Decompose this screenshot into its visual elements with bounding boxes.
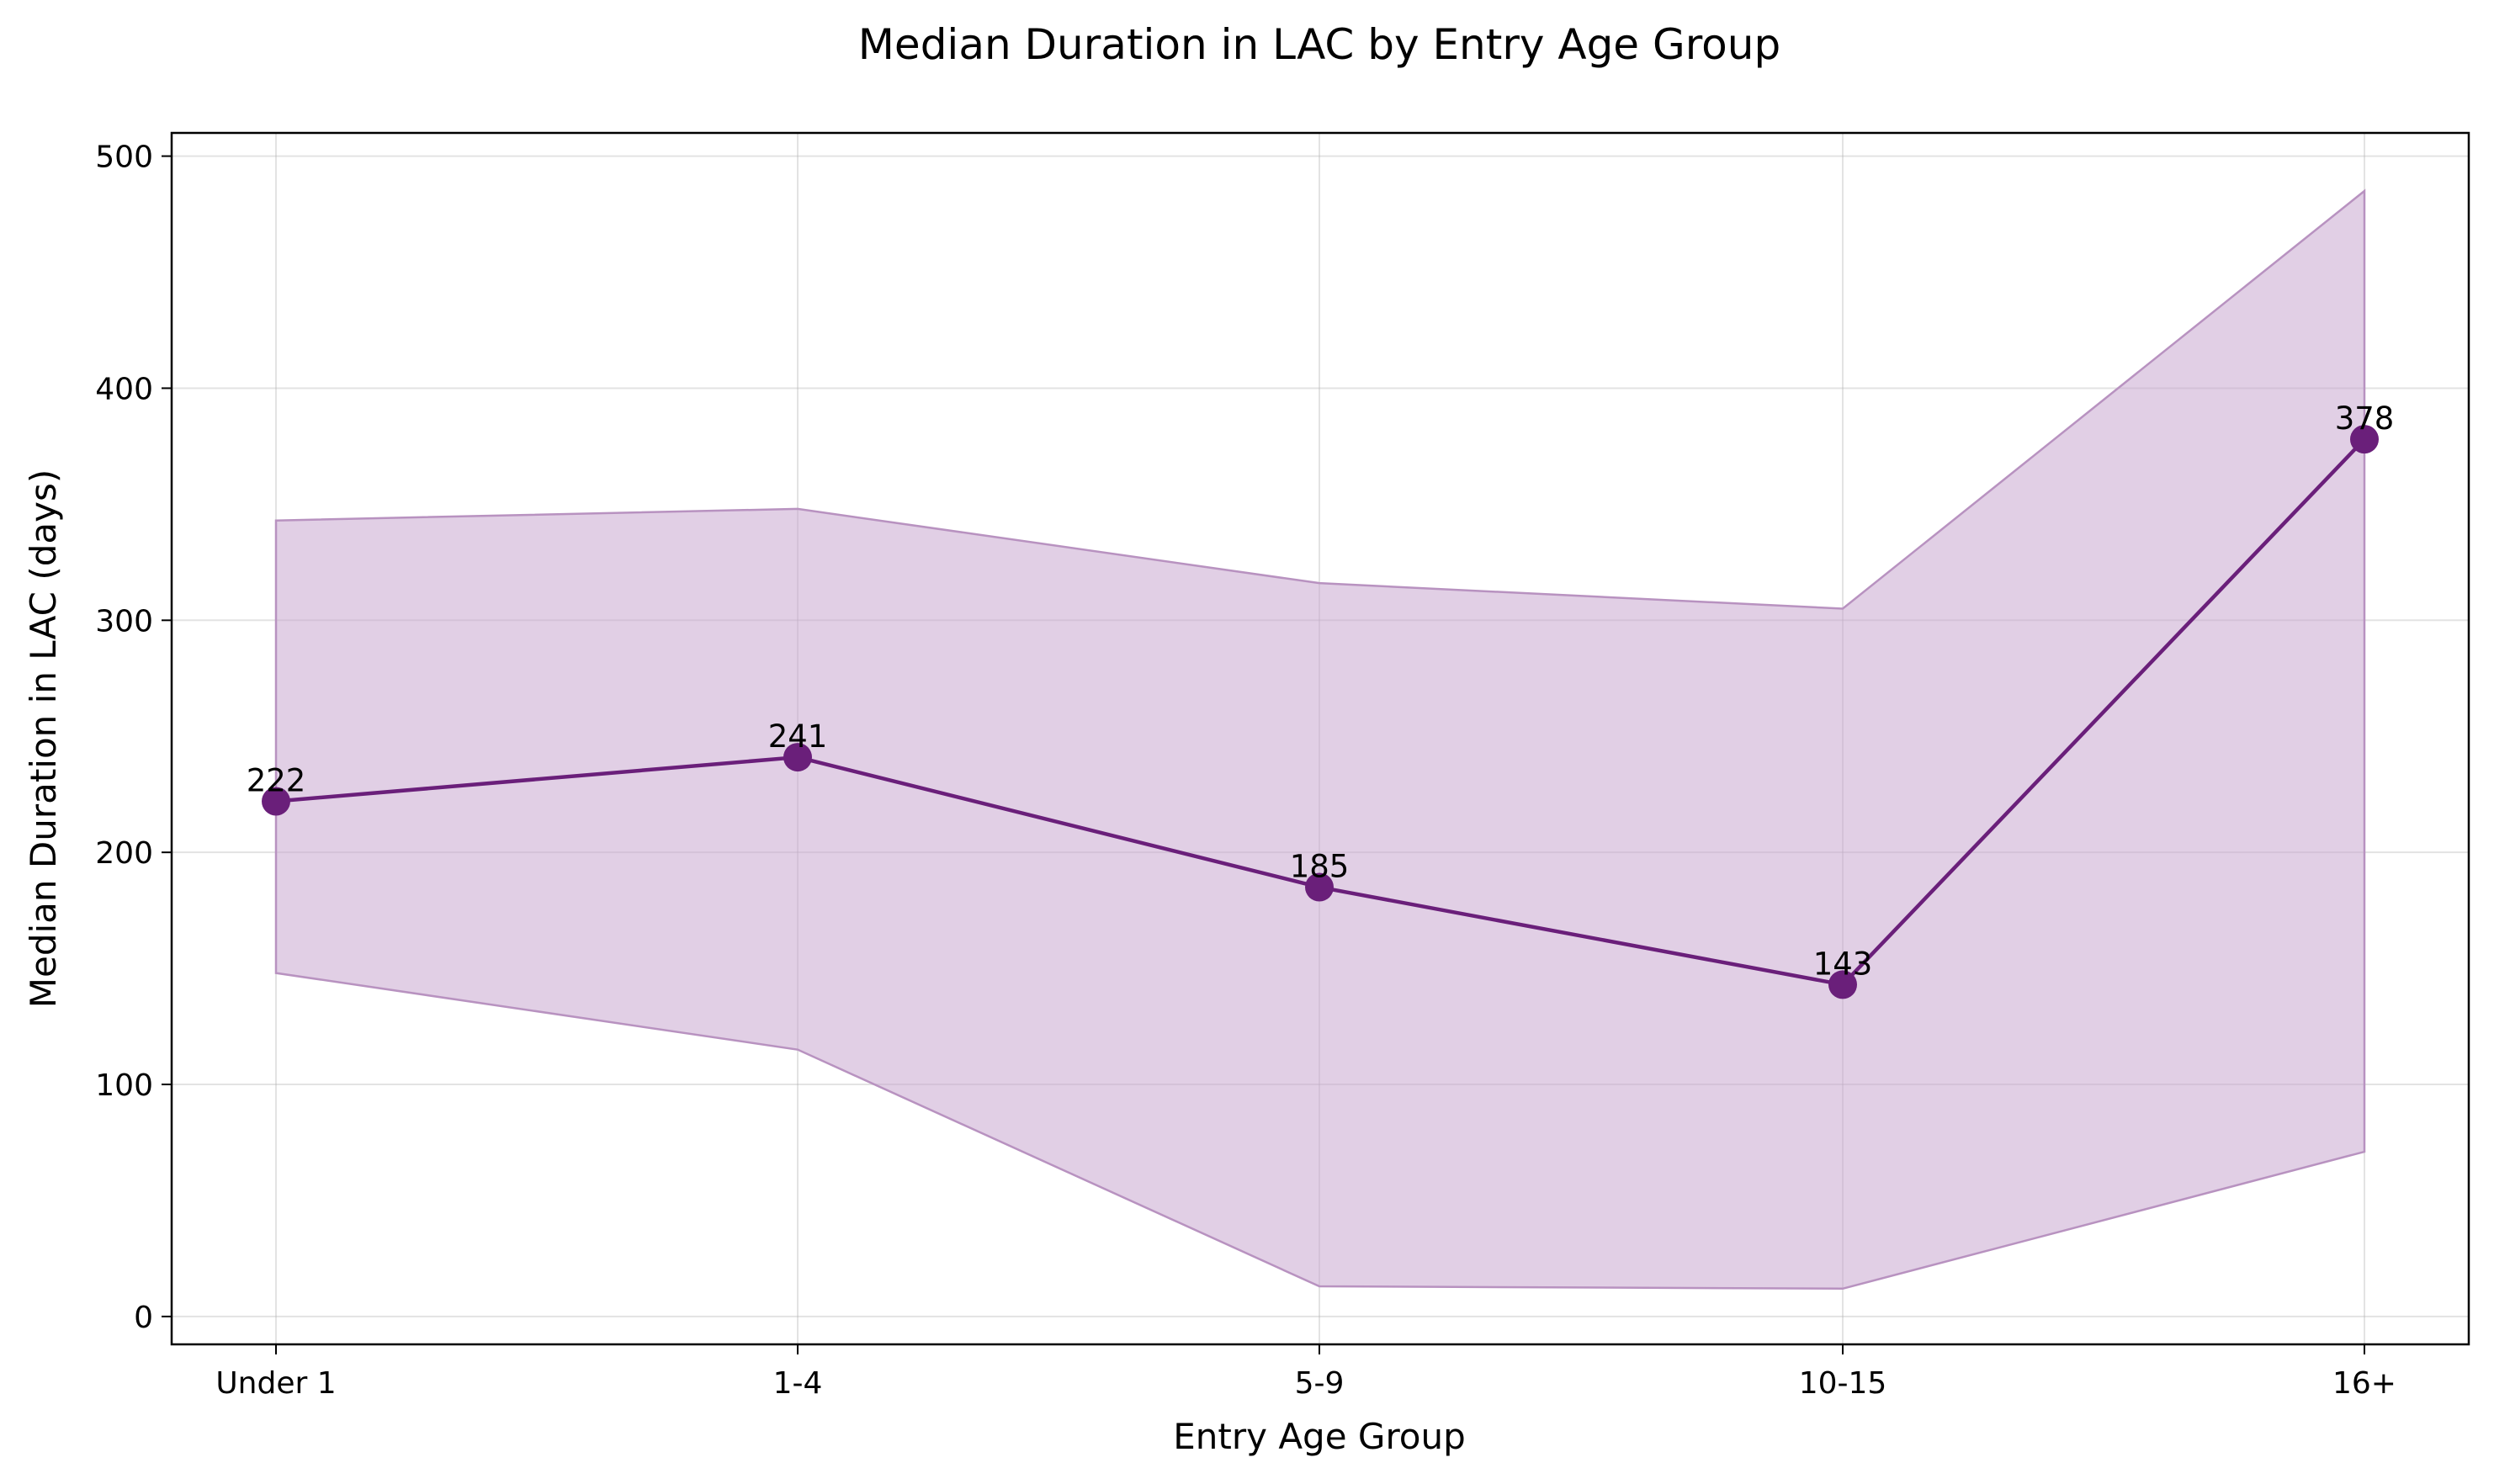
data-point [2350, 425, 2379, 454]
data-label: 241 [768, 718, 828, 755]
marker-layer [262, 425, 2379, 999]
x-tick-label: Under 1 [215, 1366, 336, 1401]
y-tick-label: 0 [134, 1301, 153, 1335]
chart-title: Median Duration in LAC by Entry Age Grou… [858, 20, 1780, 69]
x-axis: Under 1 1-4 5-9 10-15 16+ [215, 1344, 2396, 1401]
data-point [1828, 970, 1857, 999]
data-label: 143 [1813, 946, 1873, 982]
data-point [783, 743, 812, 772]
x-axis-label: Entry Age Group [1173, 1416, 1466, 1457]
data-label: 185 [1290, 849, 1350, 885]
data-label: 222 [247, 762, 306, 798]
x-tick-label: 10-15 [1799, 1366, 1887, 1401]
data-label: 378 [2335, 400, 2395, 437]
x-tick-label: 16+ [2332, 1366, 2396, 1401]
data-point [1305, 872, 1334, 902]
band-layer [274, 188, 2366, 1291]
range-band [274, 188, 2366, 1291]
y-axis-label: Median Duration in LAC (days) [23, 469, 64, 1008]
x-tick-label: 5-9 [1295, 1366, 1345, 1401]
y-axis: 0 100 200 300 400 500 [95, 140, 172, 1335]
y-tick-label: 100 [95, 1068, 153, 1103]
y-tick-label: 200 [95, 836, 153, 871]
y-tick-label: 300 [95, 604, 153, 639]
y-tick-label: 400 [95, 372, 153, 406]
y-tick-label: 500 [95, 140, 153, 175]
data-point [262, 787, 290, 816]
x-tick-label: 1-4 [773, 1366, 823, 1401]
label-layer: 222 241 185 143 378 [247, 400, 2395, 982]
